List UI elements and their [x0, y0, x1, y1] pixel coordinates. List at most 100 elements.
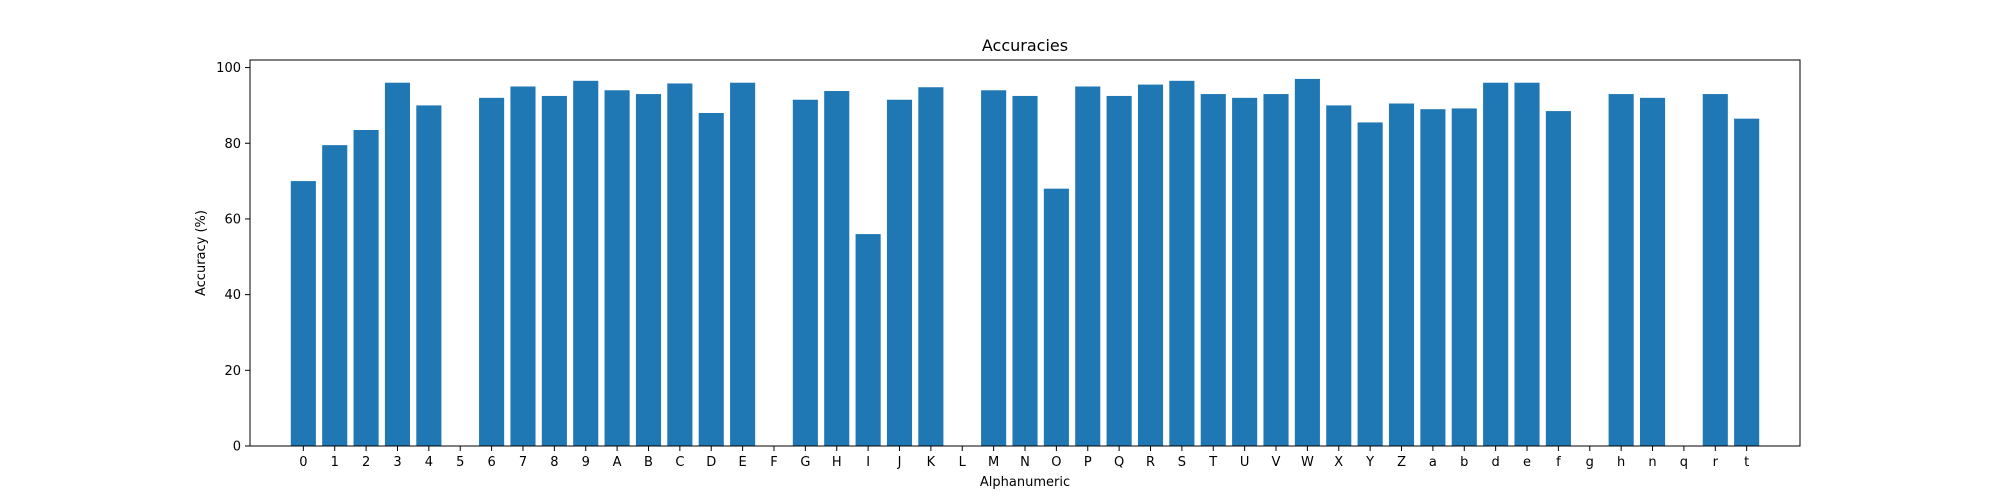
x-tick-label: T	[1208, 455, 1217, 470]
x-tick-label: 1	[331, 455, 339, 470]
x-tick-label: I	[866, 455, 870, 470]
y-tick-label: 100	[216, 61, 241, 76]
bar-t	[1734, 118, 1760, 446]
x-tick-label: Q	[1114, 455, 1124, 470]
x-axis-label: Alphanumeric	[980, 475, 1070, 490]
bar-N	[1012, 95, 1038, 446]
bar-E	[730, 82, 756, 447]
x-tick-label: 2	[362, 455, 370, 470]
bar-M	[981, 90, 1007, 447]
bar-T	[1200, 94, 1226, 446]
bar-9	[573, 80, 599, 446]
bar-H	[824, 91, 850, 446]
x-tick-label: V	[1272, 455, 1281, 470]
bar-f	[1545, 111, 1571, 446]
x-tick-label: r	[1713, 455, 1719, 470]
x-tick-label: Z	[1397, 455, 1406, 470]
bar-0	[290, 181, 316, 446]
x-tick-label: W	[1301, 455, 1314, 470]
x-tick-label: q	[1680, 455, 1688, 470]
x-tick-label: Y	[1365, 455, 1374, 470]
x-tick-label: 5	[456, 455, 464, 470]
bar-h	[1608, 94, 1634, 446]
x-tick-label: 6	[487, 455, 495, 470]
x-tick-label: 3	[393, 455, 401, 470]
x-tick-label: K	[927, 455, 936, 470]
x-tick-label: O	[1051, 455, 1061, 470]
x-tick-label: D	[706, 455, 716, 470]
bar-3	[384, 82, 411, 447]
x-tick-label: n	[1648, 455, 1656, 470]
bar-V	[1263, 94, 1289, 446]
y-tick-label: 40	[224, 288, 241, 303]
bar-O	[1043, 188, 1069, 447]
bar-D	[698, 112, 724, 446]
bar-8	[541, 95, 567, 446]
x-tick-label: t	[1744, 455, 1749, 470]
x-tick-label: F	[770, 455, 777, 470]
bar-A	[604, 90, 630, 447]
x-tick-label: g	[1586, 455, 1594, 470]
chart-title: Accuracies	[982, 36, 1068, 55]
bar-b	[1451, 108, 1477, 446]
y-tick-label: 0	[233, 440, 241, 455]
y-tick-label: 60	[224, 212, 241, 227]
x-tick-label: J	[897, 455, 902, 470]
bar-J	[886, 99, 913, 447]
bar-d	[1483, 82, 1509, 447]
x-tick-label: 4	[425, 455, 433, 470]
bar-W	[1294, 78, 1320, 447]
bar-B	[635, 94, 662, 446]
x-tick-label: 8	[550, 455, 558, 470]
bar-e	[1514, 82, 1540, 447]
plot-frame	[249, 59, 1801, 447]
bar-K	[918, 87, 944, 446]
x-tick-label: R	[1146, 455, 1155, 470]
bar-n	[1639, 97, 1666, 446]
y-axis-label: Accuracy (%)	[194, 210, 209, 296]
x-tick-label: P	[1084, 455, 1092, 470]
bar-G	[792, 99, 818, 447]
bar-R	[1137, 84, 1164, 446]
bar-6	[479, 97, 505, 446]
y-tick-label: 80	[224, 137, 241, 152]
x-tick-label: B	[644, 455, 653, 470]
bar-2	[353, 130, 379, 446]
x-tick-label: d	[1492, 455, 1500, 470]
x-tick-label: N	[1020, 455, 1030, 470]
x-tick-label: U	[1240, 455, 1250, 470]
x-tick-label: A	[613, 455, 622, 470]
bars-layer	[290, 78, 1760, 447]
x-tick-label: E	[739, 455, 747, 470]
x-tick-label: 9	[582, 455, 590, 470]
x-tick-label: 0	[299, 455, 307, 470]
bar-7	[510, 86, 536, 447]
bar-Q	[1106, 95, 1132, 446]
bar-4	[416, 105, 442, 446]
bar-Z	[1388, 103, 1415, 447]
x-tick-label: S	[1178, 455, 1186, 470]
bar-X	[1326, 105, 1352, 446]
bar-U	[1232, 97, 1258, 446]
x-tick-label: H	[832, 455, 842, 470]
bar-r	[1702, 94, 1728, 446]
x-tick-label: b	[1460, 455, 1468, 470]
x-tick-label: h	[1617, 455, 1625, 470]
bar-a	[1420, 109, 1446, 446]
bar-1	[322, 145, 348, 446]
x-tick-label: C	[675, 455, 684, 470]
x-tick-label: M	[988, 455, 999, 470]
x-tick-label: G	[800, 455, 810, 470]
x-tick-label: X	[1334, 455, 1343, 470]
x-tick-label: 7	[519, 455, 527, 470]
x-tick-label: a	[1429, 455, 1437, 470]
y-tick-label: 20	[224, 364, 241, 379]
x-tick-label: f	[1556, 455, 1561, 470]
x-tick-label: e	[1523, 455, 1531, 470]
bar-Y	[1357, 122, 1383, 446]
bar-P	[1075, 86, 1101, 447]
bar-C	[667, 83, 693, 447]
